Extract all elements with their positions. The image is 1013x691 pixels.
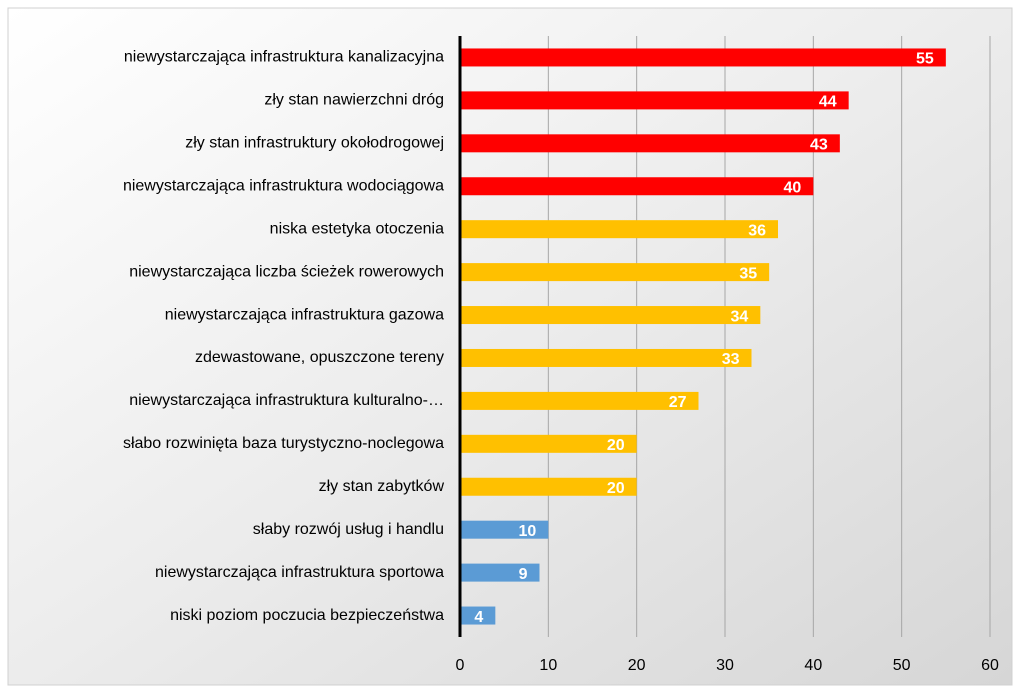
chart-background: [7, 7, 1013, 686]
bar: [460, 563, 540, 582]
y-tick-label: zły stan nawierzchni dróg: [264, 92, 444, 109]
data-label: 43: [810, 137, 828, 154]
y-tick-label: niewystarczająca infrastruktura wodociąg…: [123, 177, 444, 194]
bar: [460, 391, 699, 410]
data-label: 27: [669, 394, 687, 411]
data-label: 36: [748, 222, 766, 239]
bar: [460, 263, 770, 282]
bar: [460, 348, 752, 367]
data-label: 55: [916, 51, 934, 68]
y-tick-label: słabo rozwinięta baza turystyczno-nocleg…: [123, 435, 444, 452]
bar: [460, 606, 496, 625]
bar: [460, 48, 946, 67]
y-tick-label: słaby rozwój usług i handlu: [253, 521, 444, 538]
x-tick-label: 50: [893, 657, 911, 674]
bar: [460, 134, 840, 153]
y-tick-label: niewystarczająca infrastruktura kultural…: [129, 392, 444, 409]
data-label: 4: [474, 609, 483, 626]
data-label: 40: [784, 179, 802, 196]
y-tick-label: zły stan infrastruktury okołodrogowej: [185, 135, 444, 152]
bar: [460, 434, 637, 453]
data-label: 44: [819, 94, 837, 111]
bar: [460, 520, 549, 539]
y-tick-label: niski poziom poczucia bezpieczeństwa: [170, 607, 444, 624]
data-label: 34: [731, 308, 749, 325]
bar: [460, 177, 814, 196]
data-label: 35: [739, 265, 757, 282]
y-tick-label: niewystarczająca liczba ścieżek rowerowy…: [129, 263, 444, 280]
y-tick-label: niewystarczająca infrastruktura gazowa: [165, 306, 444, 323]
x-tick-label: 30: [716, 657, 734, 674]
y-tick-label: zdewastowane, opuszczone tereny: [195, 349, 444, 366]
x-tick-label: 60: [981, 657, 999, 674]
x-tick-label: 10: [539, 657, 557, 674]
x-tick-label: 40: [804, 657, 822, 674]
bar: [460, 220, 778, 239]
y-tick-label: niewystarczająca infrastruktura sportowa: [155, 564, 444, 581]
x-tick-label: 20: [628, 657, 646, 674]
y-tick-label: niewystarczająca infrastruktura kanaliza…: [124, 49, 444, 66]
data-label: 9: [519, 566, 528, 583]
x-tick-label: 0: [456, 657, 465, 674]
bar: [460, 477, 637, 496]
data-label: 20: [607, 437, 625, 454]
data-label: 10: [519, 523, 537, 540]
data-label: 33: [722, 351, 740, 368]
y-tick-label: zły stan zabytków: [319, 478, 445, 495]
y-tick-label: niska estetyka otoczenia: [270, 220, 444, 237]
bar: [460, 306, 761, 325]
data-label: 20: [607, 480, 625, 497]
bar: [460, 91, 849, 110]
